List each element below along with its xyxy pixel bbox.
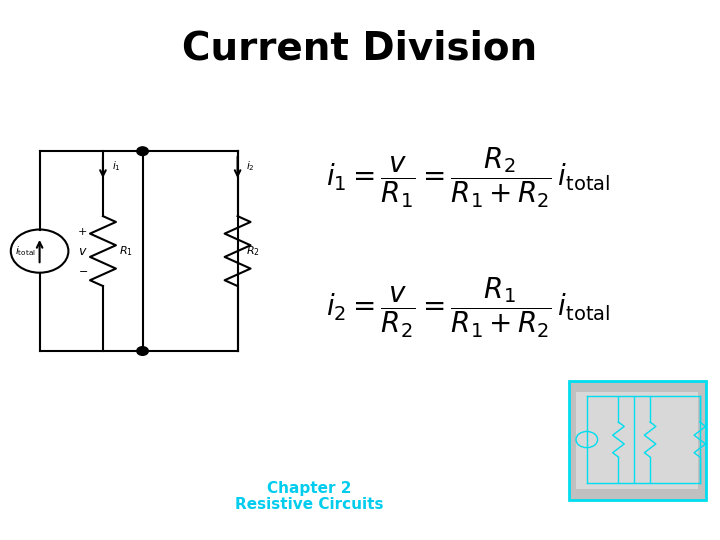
- Text: Chapter 2: Chapter 2: [267, 481, 352, 496]
- Text: $-$: $-$: [78, 265, 88, 275]
- Text: $i_2$: $i_2$: [246, 159, 255, 173]
- Text: $v$: $v$: [78, 245, 88, 258]
- Text: Current Division: Current Division: [182, 30, 538, 68]
- Circle shape: [137, 147, 148, 156]
- Text: $R_2$: $R_2$: [246, 244, 260, 258]
- Text: $i_{\rm total}$: $i_{\rm total}$: [15, 244, 36, 258]
- Circle shape: [137, 347, 148, 355]
- Text: $i_2 = \dfrac{v}{R_2} = \dfrac{R_1}{R_1 + R_2}\, i_{\mathrm{total}}$: $i_2 = \dfrac{v}{R_2} = \dfrac{R_1}{R_1 …: [326, 275, 610, 340]
- Text: $i_1$: $i_1$: [112, 159, 120, 173]
- Text: $R_1$: $R_1$: [119, 244, 132, 258]
- Bar: [576, 392, 698, 489]
- Bar: [569, 381, 706, 500]
- Text: $i_1 = \dfrac{v}{R_1} = \dfrac{R_2}{R_1 + R_2}\, i_{\mathrm{total}}$: $i_1 = \dfrac{v}{R_1} = \dfrac{R_2}{R_1 …: [326, 146, 610, 211]
- Bar: [569, 381, 706, 500]
- Text: Resistive Circuits: Resistive Circuits: [235, 497, 384, 512]
- Text: +: +: [78, 227, 88, 237]
